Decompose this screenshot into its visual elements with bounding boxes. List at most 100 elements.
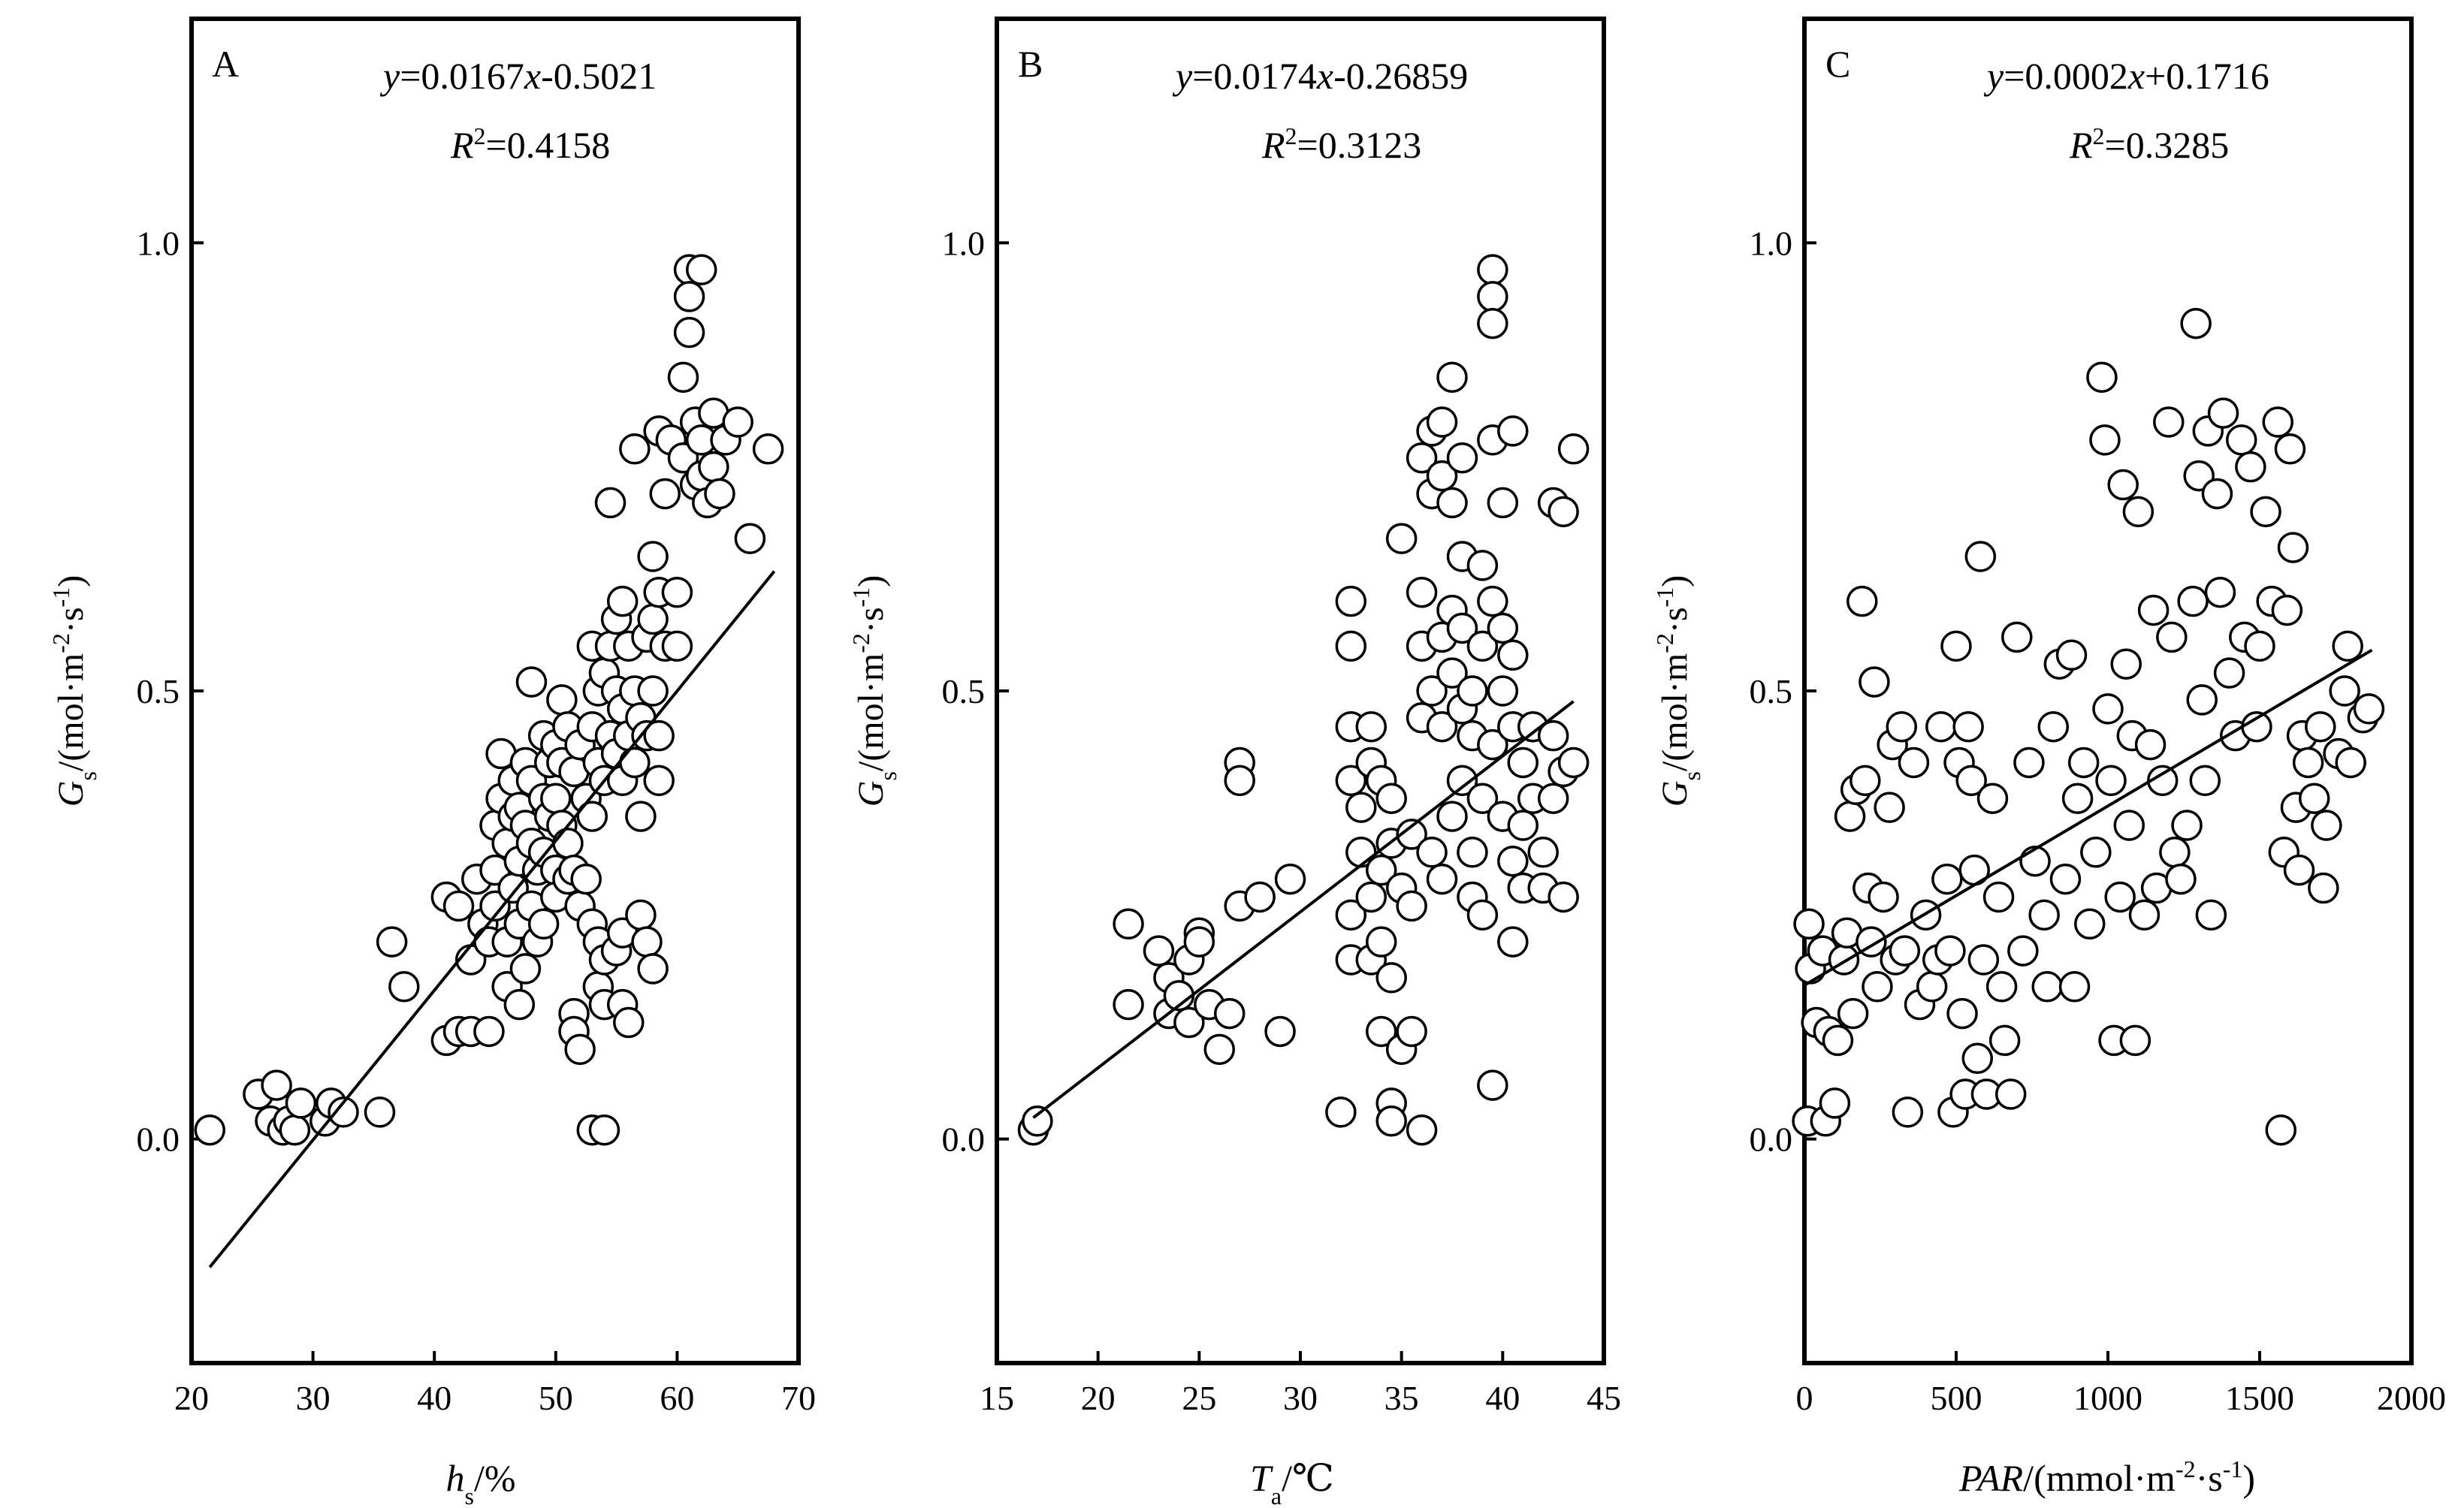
data-point-c-79 [2128,899,2161,931]
data-point-c-14 [1846,585,1878,617]
data-point-a-42 [515,666,548,698]
x-axis-b: 15 20 25 30 35 40 45 [980,1351,1621,1417]
data-point-b-86 [1477,728,1508,761]
data-point-b-56 [1416,675,1448,707]
x-tick-label-b-1: 20 [1081,1379,1116,1417]
data-point-b-14 [1213,997,1246,1030]
y-axis-label-c: Gs/(mol·m-2·s-1) [1651,575,1705,807]
data-point-c-75 [2113,810,2145,841]
data-point-b-16 [1224,765,1255,797]
x-tick-label-c-1: 500 [1931,1379,1982,1417]
data-point-c-57 [2031,971,2063,1003]
data-point-b-102 [1527,837,1559,868]
data-point-c-40 [1952,710,1984,743]
data-point-b-72 [1446,765,1478,797]
data-point-a-119 [649,478,681,510]
data-point-b-50 [1406,576,1438,608]
data-point-c-30 [1916,971,1948,1003]
data-point-a-13 [388,971,420,1003]
x-tick-label-b-6: 45 [1587,1379,1621,1417]
data-point-a-114 [637,953,669,985]
y-tick-label-c-2: 1.0 [1750,224,1793,262]
data-point-c-54 [2013,746,2045,779]
data-point-c-53 [2007,935,2039,967]
data-point-a-110 [631,926,663,958]
data-point-b-88 [1487,487,1519,519]
data-point-b-67 [1436,801,1468,832]
data-point-a-104 [619,746,651,779]
data-point-c-50 [1988,1024,2021,1057]
data-point-c-98 [2207,397,2239,429]
x-tick-label-b-3: 30 [1283,1379,1318,1417]
data-point-b-89 [1487,612,1519,644]
x-tick-label-c-4: 2000 [2377,1379,2446,1417]
data-point-b-25 [1335,765,1367,797]
x-axis-label-c: PAR/(mmol·m-2·s-1) [1958,1455,2255,1499]
data-point-c-51 [1994,1078,2027,1110]
y-axis-b: 0.0 0.5 1.0 [942,224,1009,1159]
data-point-c-19 [1862,971,1893,1003]
panel-letter-b: B [1018,43,1043,85]
data-point-b-47 [1396,890,1427,922]
data-point-c-55 [2019,845,2051,877]
data-point-c-112 [2274,433,2306,465]
data-point-b-26 [1335,899,1367,931]
data-point-a-94 [606,585,639,617]
data-point-a-140 [734,523,766,554]
data-point-c-127 [2353,693,2385,725]
data-point-c-97 [2204,576,2236,608]
regression-equation-c: y=0.0002x+0.1716 [1983,55,2269,97]
data-point-a-111 [637,541,669,572]
data-point-b-21 [1325,1096,1357,1128]
data-point-b-3 [1113,988,1144,1021]
data-point-a-101 [613,1006,645,1039]
data-point-c-123 [2329,675,2360,707]
data-point-c-117 [2292,746,2324,779]
data-point-c-74 [2110,648,2142,680]
y-tick-label-b-1: 0.5 [942,672,986,710]
data-point-b-36 [1365,926,1397,958]
data-point-b-11 [1183,926,1215,958]
data-point-b-107 [1548,496,1579,528]
data-point-b-64 [1436,487,1468,519]
data-point-b-105 [1537,719,1569,752]
r-squared-c: R2=0.3285 [2069,122,2229,166]
y-axis-label-a: Gs/(mol·m-2·s-1) [47,575,101,807]
data-point-b-110 [1557,433,1590,465]
x-tick-label-c-0: 0 [1796,1379,1813,1417]
data-point-c-125 [2335,746,2366,779]
data-point-c-78 [2122,496,2154,528]
y-tick-label-c-0: 0.0 [1750,1120,1793,1159]
y-tick-label-a-1: 0.5 [137,672,180,710]
data-point-a-6 [279,1114,311,1146]
data-point-c-109 [2265,1114,2297,1146]
data-point-b-78 [1466,630,1499,662]
data-point-a-128 [673,316,705,348]
data-point-a-51 [527,908,560,940]
data-point-b-2 [1113,908,1144,940]
data-point-b-18 [1244,881,1276,913]
data-point-b-68 [1446,442,1478,474]
y-axis-c: 0.0 0.5 1.0 [1750,224,1816,1159]
data-point-b-97 [1507,746,1539,779]
data-point-b-46 [1396,819,1427,850]
scatter-points-b [1017,254,1590,1146]
y-tick-label-b-0: 0.0 [942,1120,986,1159]
data-point-c-15 [1850,765,1881,797]
data-point-b-22 [1335,585,1367,617]
data-point-b-42 [1375,1105,1407,1137]
x-tick-label-a-2: 40 [417,1379,451,1417]
data-point-b-75 [1457,837,1488,868]
data-point-c-48 [1982,881,2015,913]
data-point-c-85 [2156,621,2188,653]
data-point-c-43 [1961,1042,1994,1075]
data-point-b-62 [1426,863,1458,895]
data-point-c-25 [1889,935,1921,967]
data-point-c-121 [2311,810,2342,841]
data-point-b-90 [1487,675,1519,707]
data-point-a-112 [637,603,669,635]
data-point-a-38 [503,988,536,1021]
data-point-c-115 [2283,854,2315,886]
data-point-a-55 [540,783,572,814]
data-point-b-96 [1497,926,1529,958]
